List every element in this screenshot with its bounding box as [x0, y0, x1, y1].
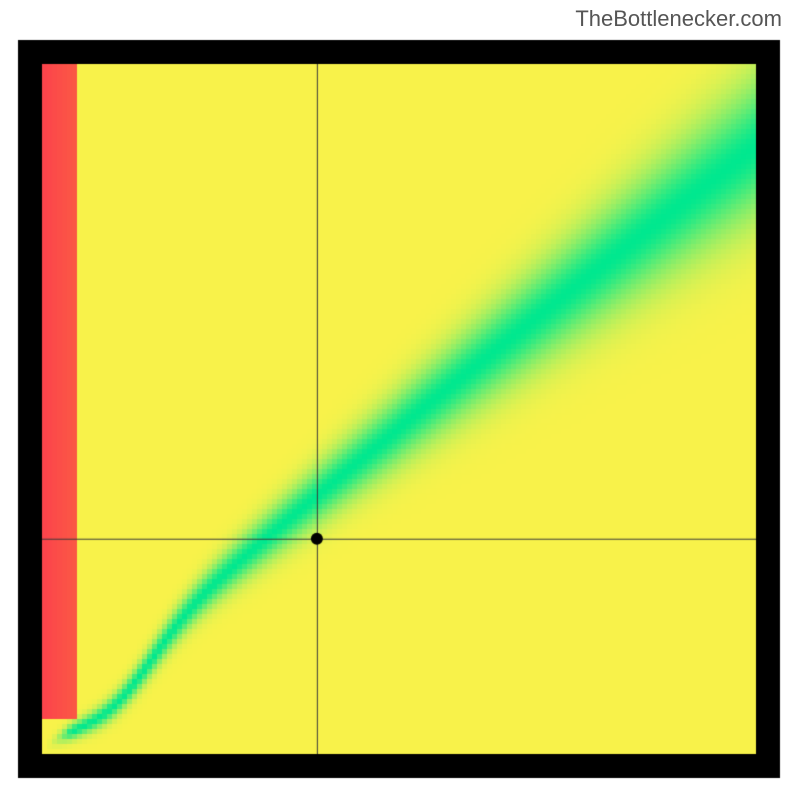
heatmap-canvas: [0, 0, 800, 800]
watermark-text: TheBottlenecker.com: [575, 6, 782, 32]
